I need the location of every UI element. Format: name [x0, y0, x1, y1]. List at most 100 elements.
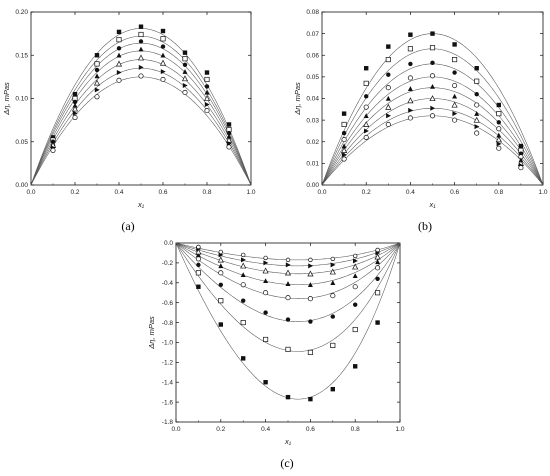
fit-curve-series-1 [30, 28, 252, 186]
data-point [430, 84, 435, 89]
data-point [72, 114, 78, 121]
data-point [385, 95, 391, 101]
y-tick-label: 0.05 [306, 74, 319, 81]
fit-curve-series-7 [30, 76, 252, 186]
data-point [353, 258, 358, 264]
x-tick-label: 0.4 [261, 426, 270, 433]
data-point [407, 46, 413, 52]
data-point [116, 52, 122, 58]
y-tick-label: 0.20 [15, 9, 28, 16]
data-point [262, 267, 269, 274]
data-point [138, 31, 144, 38]
data-point [430, 60, 435, 66]
data-point [364, 128, 369, 134]
data-point [226, 133, 232, 139]
data-point [50, 147, 56, 153]
data-point [341, 130, 347, 136]
data-point [203, 95, 211, 102]
data-point [496, 132, 502, 138]
data-point [50, 135, 56, 140]
data-point [308, 263, 314, 269]
data-point [375, 290, 381, 296]
data-point [93, 79, 101, 86]
data-point [196, 262, 201, 268]
data-point [473, 116, 480, 123]
series-4-markers [195, 256, 381, 302]
y-tick-label: 0.10 [15, 96, 28, 103]
data-point [352, 284, 358, 290]
x-tick-label: 0.0 [317, 189, 326, 196]
data-point [160, 52, 166, 58]
data-point [341, 121, 347, 128]
data-point [240, 320, 246, 326]
y-tick-label: 0.06 [306, 52, 319, 59]
y-tick-label: 0.07 [306, 31, 319, 38]
data-point [407, 75, 413, 81]
data-point [218, 322, 223, 327]
fit-curve-series-6 [30, 67, 252, 186]
fit-curve-series-5 [321, 87, 544, 186]
data-point [341, 147, 348, 153]
fit-curve-series-4 [321, 76, 544, 186]
data-point [386, 113, 391, 119]
data-point [341, 152, 347, 158]
fit-curve-series-3 [321, 63, 544, 186]
data-point [474, 102, 480, 108]
data-point [285, 317, 291, 322]
fit-curve-series-7 [175, 242, 401, 267]
data-point [429, 73, 436, 79]
data-point [330, 262, 336, 268]
data-point [330, 256, 336, 262]
x-tick-label: 1.0 [246, 189, 255, 196]
series-3-markers [341, 60, 524, 156]
data-point [308, 319, 313, 324]
data-point [94, 53, 100, 58]
data-point [374, 253, 381, 260]
data-point [307, 270, 314, 277]
data-point [385, 57, 391, 63]
series-7-markers [341, 105, 524, 169]
data-point [285, 257, 291, 263]
y-tick-label: 0.00 [306, 182, 319, 189]
data-point [218, 298, 224, 304]
data-point [195, 270, 201, 276]
data-point [341, 111, 347, 116]
y-tick-label: -0.6 [162, 300, 174, 307]
data-point [284, 269, 292, 276]
fit-curve-series-8 [321, 115, 544, 186]
data-point [308, 396, 313, 402]
data-point [160, 44, 166, 49]
data-point [204, 108, 210, 114]
data-point [204, 102, 210, 108]
series-3-markers [50, 39, 232, 144]
fit-curve-series-3 [30, 42, 252, 186]
data-point [386, 44, 391, 49]
data-point [330, 386, 335, 392]
data-point [352, 326, 358, 333]
data-point [408, 61, 413, 67]
data-point [430, 105, 436, 111]
data-point [240, 282, 246, 288]
data-point [307, 349, 313, 355]
data-point [160, 69, 166, 75]
data-point [182, 69, 188, 74]
data-point [195, 252, 201, 258]
series-1-markers [50, 24, 232, 140]
data-point [364, 94, 369, 99]
data-point [71, 105, 79, 112]
series-7-markers [196, 246, 381, 269]
data-point [196, 244, 201, 250]
panel-c: 0.0 0.2 0.4 0.6 0.8 1.0 0.0 -0.2 -0.4 -0.6 -0.8 -1.… [147, 240, 405, 470]
data-point [226, 130, 232, 136]
data-point [408, 107, 414, 113]
data-point [182, 56, 188, 62]
y-tick-label: 0.02 [306, 139, 319, 146]
data-point [204, 84, 210, 89]
data-point [72, 99, 78, 105]
data-point [160, 28, 166, 34]
data-point [307, 296, 313, 302]
data-point [452, 57, 458, 63]
data-point [474, 111, 480, 116]
data-point [496, 120, 501, 125]
panel-label: (b) [418, 219, 432, 233]
